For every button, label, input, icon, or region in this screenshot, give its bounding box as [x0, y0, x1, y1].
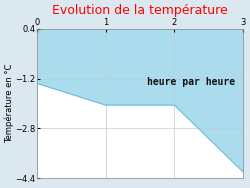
Text: heure par heure: heure par heure	[147, 77, 235, 87]
Y-axis label: Température en °C: Température en °C	[4, 64, 14, 143]
Title: Evolution de la température: Evolution de la température	[52, 4, 228, 17]
